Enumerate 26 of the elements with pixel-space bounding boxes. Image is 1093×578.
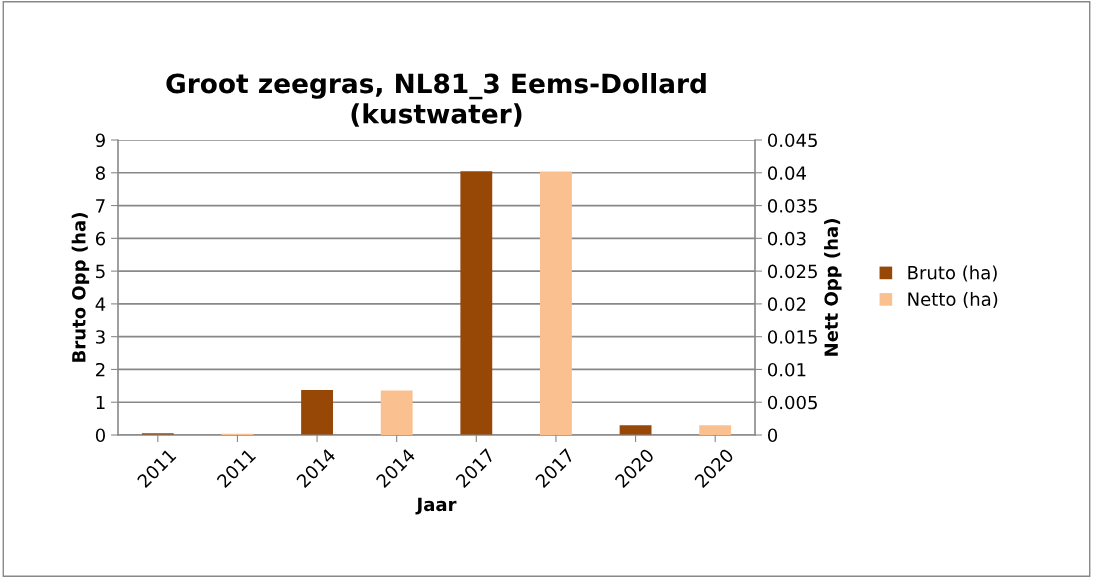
y2-tick-label: 0.01 — [768, 362, 806, 377]
y-tick-label: 2 — [96, 362, 105, 377]
legend-label: Bruto (ha) — [908, 265, 997, 282]
y2-tick-label: 0.02 — [768, 297, 806, 312]
y2-tick-label: 0.005 — [768, 395, 817, 410]
x-axis-title: Jaar — [415, 497, 457, 515]
y2-tick-label: 0.04 — [768, 166, 806, 180]
y-tick-label: 5 — [96, 264, 105, 279]
y-tick-label: 8 — [95, 166, 105, 180]
y2-tick-label: 0.03 — [768, 231, 806, 246]
y-tick-label: 6 — [95, 231, 106, 246]
y-axis-title: Bruto Opp (ha) — [71, 213, 90, 362]
y2-tick-label: 0.015 — [768, 330, 817, 344]
y2-tick-label: 0.035 — [768, 199, 817, 213]
y-tick-label: 7 — [96, 199, 105, 213]
legend-label: Netto (ha) — [908, 292, 998, 309]
y2-axis-title: Nett Opp (ha) — [824, 219, 842, 356]
y-tick-label: 4 — [95, 297, 106, 311]
y-tick-label: 3 — [96, 330, 105, 344]
y2-tick-label: 0.025 — [768, 264, 817, 279]
y2-tick-label: 0 — [768, 428, 778, 443]
y-tick-label: 9 — [95, 133, 105, 148]
y2-tick-label: 0.045 — [768, 133, 817, 148]
y-tick-label: 0 — [95, 428, 105, 443]
y-tick-label: 1 — [96, 395, 105, 410]
chart-title: Groot zeegras, NL81_3 Eems-Dollard (kustwater) — [166, 73, 706, 127]
